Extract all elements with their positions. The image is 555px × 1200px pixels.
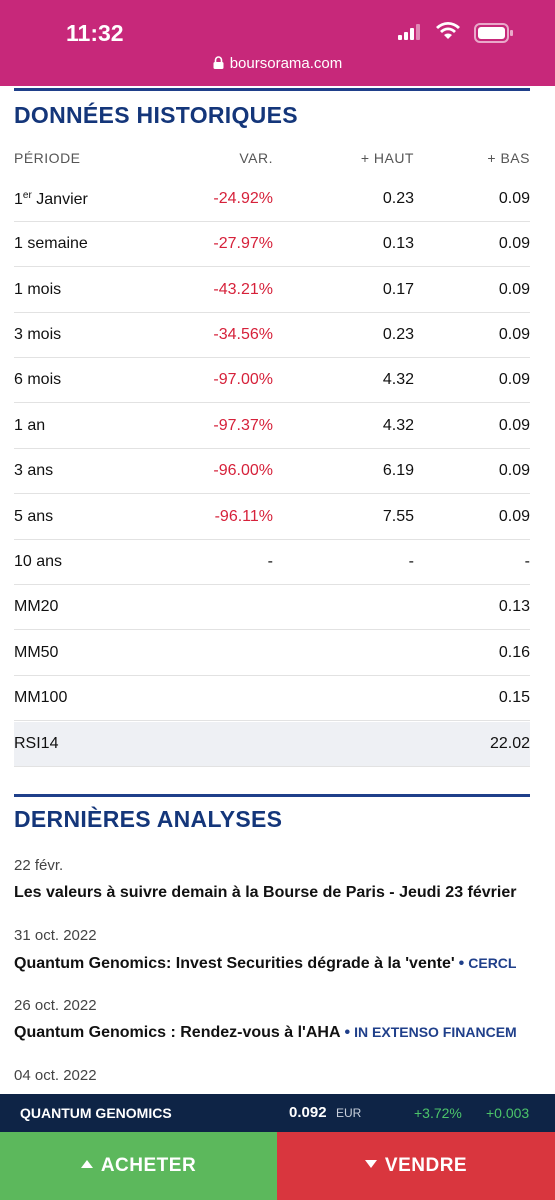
row-haut: 0.23 bbox=[382, 190, 414, 207]
analysis-source: CERCL bbox=[468, 955, 517, 971]
arrow-down-icon bbox=[364, 1160, 377, 1168]
ticker-currency: EUR bbox=[336, 1106, 362, 1120]
row-var: -97.37% bbox=[213, 417, 273, 434]
row-bas: 0.09 bbox=[498, 235, 530, 252]
historique-title: DONNÉES HISTORIQUES bbox=[14, 102, 298, 128]
section-divider bbox=[14, 88, 530, 91]
section-divider bbox=[14, 794, 530, 797]
row-label: 1er Janvier bbox=[14, 190, 88, 208]
row-bas: 0.09 bbox=[498, 190, 530, 207]
header-var: VAR. bbox=[239, 150, 273, 166]
row-var: -96.00% bbox=[213, 462, 273, 479]
address-bar[interactable]: boursorama.com bbox=[0, 55, 555, 73]
status-time: 11:32 bbox=[66, 20, 124, 46]
row-haut: 0.13 bbox=[382, 235, 414, 252]
table-row: 5 ans -96.11% 7.55 0.09 bbox=[14, 495, 530, 540]
wifi-icon bbox=[436, 22, 460, 45]
row-var: -96.11% bbox=[214, 508, 273, 525]
table-row: 3 mois -34.56% 0.23 0.09 bbox=[14, 313, 530, 358]
row-label: 6 mois bbox=[14, 371, 62, 388]
row-label: 1 mois bbox=[14, 281, 62, 298]
analysis-link[interactable]: Quantum Genomics: Invest Securities dégr… bbox=[14, 955, 517, 972]
sell-button[interactable]: VENDRE bbox=[277, 1132, 555, 1200]
row-value: 0.15 bbox=[498, 689, 530, 706]
row-label: 1 an bbox=[14, 417, 46, 434]
row-var: - bbox=[267, 553, 273, 570]
row-value: 22.02 bbox=[489, 735, 530, 752]
row-label: RSI14 bbox=[14, 735, 59, 752]
analysis-source: IN EXTENSO FINANCEM bbox=[354, 1024, 517, 1040]
table-row: 6 mois -97.00% 4.32 0.09 bbox=[14, 358, 530, 403]
row-bas: 0.09 bbox=[498, 417, 530, 434]
ticker-change-abs: +0.003 bbox=[486, 1105, 530, 1121]
table-row: RSI14 22.02 bbox=[14, 722, 530, 767]
row-haut: - bbox=[408, 553, 414, 570]
table-row: MM100 0.15 bbox=[14, 676, 530, 721]
table-row: MM50 0.16 bbox=[14, 631, 530, 676]
row-label: 10 ans bbox=[14, 553, 63, 570]
analysis-date: 22 févr. bbox=[14, 857, 64, 874]
analysis-link[interactable]: Les valeurs à suivre demain à la Bourse … bbox=[14, 884, 517, 901]
row-var: -97.00% bbox=[213, 371, 273, 388]
row-label: 3 ans bbox=[14, 462, 54, 479]
row-value: 0.16 bbox=[498, 644, 530, 661]
row-label: 3 mois bbox=[14, 326, 62, 343]
cellular-signal-icon bbox=[398, 24, 424, 45]
buy-button[interactable]: ACHETER bbox=[0, 1132, 277, 1200]
row-haut: 6.19 bbox=[382, 462, 414, 479]
ticker-price: 0.092 bbox=[289, 1104, 327, 1121]
ticker-change-pct: +3.72% bbox=[414, 1105, 462, 1121]
table-row: 1 an -97.37% 4.32 0.09 bbox=[14, 404, 530, 449]
url-text: boursorama.com bbox=[229, 55, 343, 72]
table-row: 1 semaine -27.97% 0.13 0.09 bbox=[14, 222, 530, 267]
table-row: MM20 0.13 bbox=[14, 585, 530, 630]
header-periode: PÉRIODE bbox=[14, 150, 81, 166]
analysis-link[interactable]: Quantum Genomics : Rendez-vous à l'AHA • I… bbox=[14, 1024, 517, 1041]
row-bas: 0.09 bbox=[498, 508, 530, 525]
ticker-name: QUANTUM GENOMICS bbox=[20, 1105, 172, 1121]
arrow-up-icon bbox=[80, 1160, 93, 1168]
row-label: MM20 bbox=[14, 598, 59, 615]
status-bar: 11:32 boursorama.com bbox=[0, 0, 555, 86]
ticker-bar[interactable]: QUANTUM GENOMICS 0.092 EUR +3.72% +0.003 bbox=[0, 1094, 555, 1132]
row-bas: 0.09 bbox=[498, 371, 530, 388]
row-haut: 7.55 bbox=[382, 508, 414, 525]
table-row: 1er Janvier -24.92% 0.23 0.09 bbox=[14, 177, 530, 222]
row-bas: 0.09 bbox=[498, 462, 530, 479]
row-haut: 4.32 bbox=[382, 371, 414, 388]
row-haut: 4.32 bbox=[382, 417, 414, 434]
analyses-title: DERNIÈRES ANALYSES bbox=[14, 806, 283, 832]
row-label: MM100 bbox=[14, 689, 68, 706]
row-bas: 0.09 bbox=[498, 326, 530, 343]
row-var: -27.97% bbox=[213, 235, 273, 252]
row-value: 0.13 bbox=[498, 598, 530, 615]
row-label: 5 ans bbox=[14, 508, 54, 525]
row-haut: 0.23 bbox=[382, 326, 414, 343]
table-row: 3 ans -96.00% 6.19 0.09 bbox=[14, 449, 530, 494]
header-haut: + HAUT bbox=[360, 150, 414, 166]
row-haut: 0.17 bbox=[382, 281, 414, 298]
table-row: 1 mois -43.21% 0.17 0.09 bbox=[14, 268, 530, 313]
row-var: -34.56% bbox=[213, 326, 273, 343]
analysis-date: 04 oct. 2022 bbox=[14, 1067, 97, 1084]
row-var: -24.92% bbox=[213, 190, 273, 207]
row-label: MM50 bbox=[14, 644, 59, 661]
header-bas: + BAS bbox=[487, 150, 530, 166]
row-bas: 0.09 bbox=[498, 281, 530, 298]
analysis-date: 26 oct. 2022 bbox=[14, 997, 97, 1014]
row-var: -43.21% bbox=[213, 281, 273, 298]
lock-icon bbox=[213, 56, 224, 73]
row-bas: - bbox=[524, 553, 530, 570]
battery-icon bbox=[474, 23, 514, 48]
table-row: 10 ans - - - bbox=[14, 540, 530, 585]
analysis-date: 31 oct. 2022 bbox=[14, 927, 97, 944]
row-label: 1 semaine bbox=[14, 235, 88, 252]
